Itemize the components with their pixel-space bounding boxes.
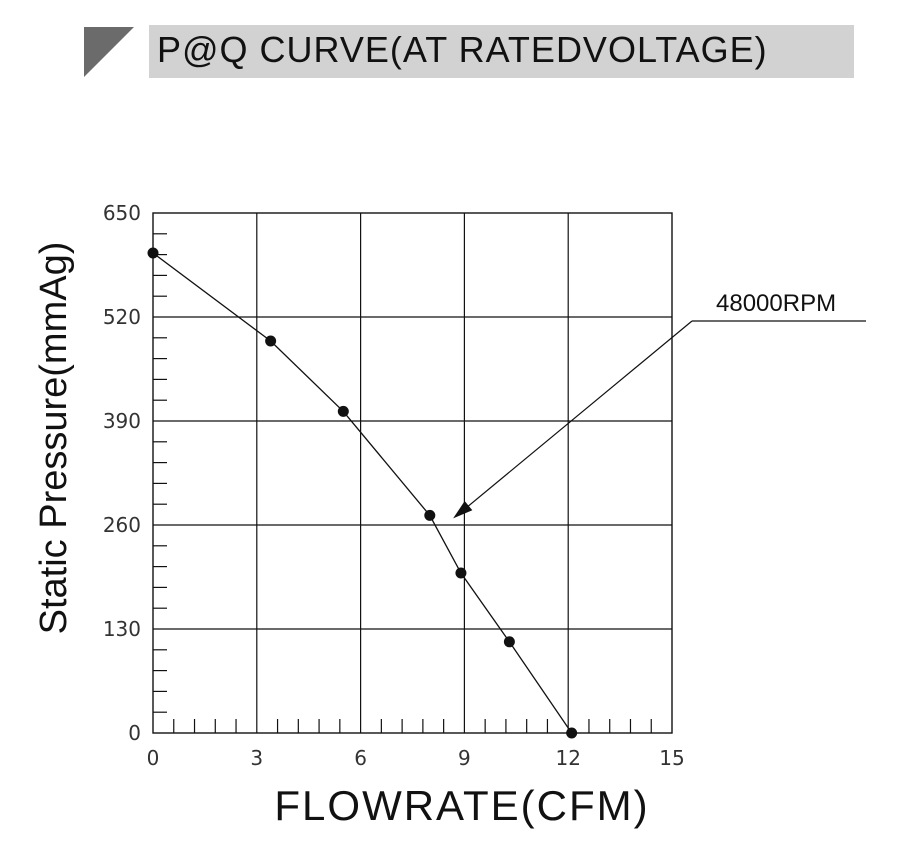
y-tick-label: 520 <box>103 305 141 329</box>
data-point <box>337 405 349 417</box>
minor-ticks <box>153 233 652 733</box>
data-point <box>566 727 578 739</box>
x-tick-label: 3 <box>250 746 263 770</box>
annotation-layer: 48000RPM <box>453 290 866 519</box>
grid <box>152 212 673 734</box>
y-tick-label: 130 <box>103 617 141 641</box>
header-triangle-marker <box>84 27 134 77</box>
annotation-leader-line <box>462 320 693 511</box>
plot-frame <box>152 212 673 734</box>
x-tick-label: 12 <box>555 746 580 770</box>
data-point <box>424 509 436 521</box>
x-tick-label: 6 <box>354 746 367 770</box>
data-point <box>147 247 159 259</box>
y-axis-label: Static Pressure(mmAg) <box>33 242 75 635</box>
data-point <box>265 335 277 347</box>
x-axis-label: FLOWRATE(CFM) <box>274 782 649 829</box>
series-layer <box>147 247 578 739</box>
x-tick-label: 9 <box>458 746 471 770</box>
series-line <box>152 252 573 734</box>
y-tick-label: 390 <box>103 409 141 433</box>
annotation-label: 48000RPM <box>716 290 836 317</box>
data-point <box>455 567 467 579</box>
y-tick-label: 0 <box>128 721 141 745</box>
title-bar: P@Q CURVE(AT RATEDVOLTAGE) <box>149 25 854 78</box>
data-point <box>503 636 515 648</box>
chart-title: P@Q CURVE(AT RATEDVOLTAGE) <box>157 29 768 70</box>
tick-labels: 0 130 260 390 520 650 0 3 6 9 12 15 <box>103 201 685 770</box>
y-tick-label: 650 <box>103 201 141 225</box>
x-tick-label: 0 <box>147 746 160 770</box>
annotation-arrowhead <box>453 501 473 519</box>
x-tick-label: 15 <box>659 746 684 770</box>
y-tick-label: 260 <box>103 513 141 537</box>
